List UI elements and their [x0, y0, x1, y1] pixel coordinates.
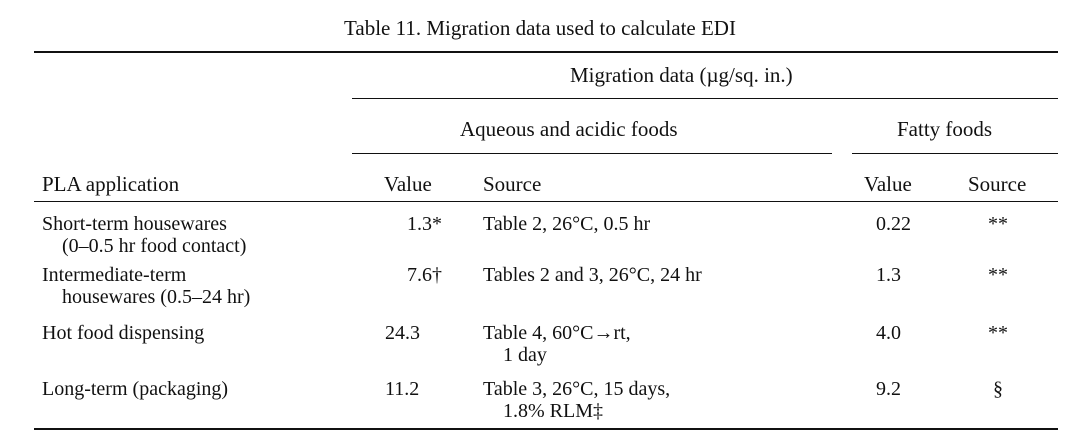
table-row: Long-term (packaging)	[42, 378, 228, 400]
aqueous-header: Aqueous and acidic foods	[460, 117, 678, 141]
row-aq-source-line: 1.8% RLM‡	[503, 400, 603, 422]
row-aq-source: Table 3, 26°C, 15 days, 1.8% RLM‡	[483, 378, 670, 422]
aqueous-rule	[352, 153, 832, 154]
row-aq-source: Tables 2 and 3, 26°C, 24 hr	[483, 264, 702, 286]
group-rule	[352, 98, 1058, 99]
bottom-rule	[34, 428, 1058, 430]
row-application: Short-term housewares	[42, 213, 227, 235]
col-header-fat-value: Value	[864, 172, 912, 196]
row-fat-value: 9.2	[876, 378, 901, 400]
table-row: Intermediate-term housewares (0.5–24 hr)	[42, 264, 250, 308]
row-application-detail: housewares (0.5–24 hr)	[62, 286, 251, 308]
row-aq-source: Table 4, 60°C→rt, 1 day	[483, 322, 631, 366]
col-header-fat-source: Source	[968, 172, 1027, 196]
row-fat-source: §	[993, 378, 1003, 400]
col-header-application: PLA application	[42, 172, 180, 196]
row-aq-source-line: Table 3, 26°C, 15 days,	[483, 378, 671, 400]
fatty-header: Fatty foods	[897, 117, 993, 141]
row-aq-value: 7.6†	[407, 264, 442, 286]
row-aq-value: 11.2	[385, 378, 420, 400]
row-aq-source-line: 1 day	[503, 344, 547, 366]
fatty-rule	[852, 153, 1058, 154]
row-aq-source: Table 2, 26°C, 0.5 hr	[483, 213, 651, 235]
row-application-detail: (0–0.5 hr food contact)	[62, 235, 247, 257]
row-aq-value: 1.3*	[407, 213, 442, 235]
row-fat-source: **	[988, 264, 1008, 286]
header-rule	[34, 201, 1058, 202]
row-fat-source: **	[988, 322, 1008, 344]
table-caption: Table 11. Migration data used to calcula…	[344, 16, 736, 40]
row-aq-source-line: Table 4, 60°C→rt,	[483, 322, 631, 344]
group-header: Migration data (µg/sq. in.)	[570, 63, 793, 87]
top-rule	[34, 51, 1058, 53]
row-application: Hot food dispensing	[42, 322, 205, 344]
row-fat-value: 1.3	[876, 264, 901, 286]
col-header-aq-source: Source	[483, 172, 542, 196]
row-fat-value: 4.0	[876, 322, 901, 344]
table-row: Hot food dispensing	[42, 322, 204, 344]
row-application: Intermediate-term	[42, 264, 187, 286]
row-aq-value: 24.3	[385, 322, 420, 344]
row-fat-source: **	[988, 213, 1008, 235]
table-row: Short-term housewares (0–0.5 hr food con…	[42, 213, 246, 257]
row-fat-value: 0.22	[876, 213, 911, 235]
col-header-aq-value: Value	[384, 172, 432, 196]
row-application: Long-term (packaging)	[42, 378, 229, 400]
